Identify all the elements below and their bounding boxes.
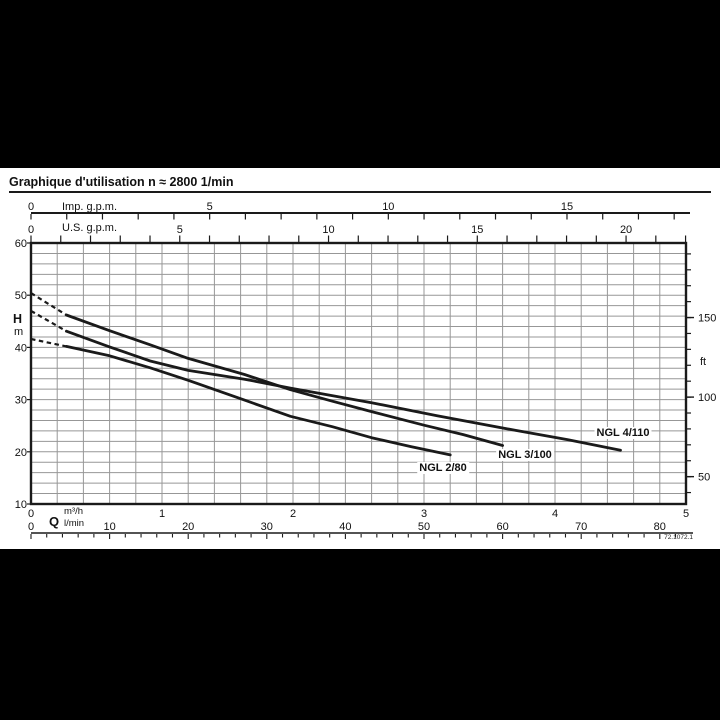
- curve-ngl-2-80: [30, 337, 452, 457]
- grid: [31, 243, 686, 504]
- curve-label-ngl-4-110: NGL 4/110: [594, 427, 652, 439]
- svg-text:10: 10: [382, 201, 394, 213]
- flow-axis-label: Q: [49, 514, 60, 529]
- svg-text:0: 0: [28, 508, 34, 520]
- svg-text:15: 15: [471, 224, 483, 236]
- imp-gpm-axis: 0 5 10 15: [28, 201, 690, 220]
- svg-text:2: 2: [290, 508, 296, 520]
- svg-text:1: 1: [159, 508, 165, 520]
- m3h-axis: 0 1 2 3 4 5: [28, 508, 689, 520]
- svg-text:30: 30: [261, 521, 273, 533]
- head-m-axis: 10 20 30 40 50 60: [15, 238, 31, 511]
- us-gpm-axis: 0 5 10 15 20: [28, 224, 687, 242]
- svg-text:10: 10: [322, 224, 334, 236]
- svg-text:150: 150: [698, 313, 716, 325]
- svg-text:0: 0: [28, 201, 34, 213]
- svg-text:5: 5: [207, 201, 213, 213]
- curve-label-ngl-3-100: NGL 3/100: [496, 449, 554, 461]
- title-underline: [9, 191, 711, 193]
- curve-label-ngl-2-80: NGL 2/80: [417, 462, 469, 474]
- svg-text:40: 40: [339, 521, 351, 533]
- svg-text:10: 10: [103, 521, 115, 533]
- head-axis-label: H: [13, 312, 23, 326]
- lmin-axis: 0 10 20 30 40 50 60 70 80: [28, 521, 693, 539]
- svg-text:20: 20: [15, 447, 27, 459]
- plot-border: [29, 241, 688, 506]
- svg-text:60: 60: [496, 521, 508, 533]
- ft-axis-label: ft: [700, 356, 707, 368]
- us-gpm-axis-label: U.S. g.p.m.: [62, 222, 118, 234]
- head-axis-unit: m: [14, 326, 24, 338]
- svg-text:0: 0: [28, 224, 34, 236]
- svg-text:5: 5: [177, 224, 183, 236]
- flow-unit-lmin: l/min: [64, 518, 85, 529]
- svg-text:50: 50: [15, 290, 27, 302]
- svg-text:0: 0: [28, 521, 34, 533]
- curve-ngl-3-100: [30, 292, 505, 447]
- svg-text:70: 70: [575, 521, 587, 533]
- imp-gpm-axis-label: Imp. g.p.m.: [62, 201, 118, 213]
- svg-text:4: 4: [552, 508, 558, 520]
- svg-text:3: 3: [421, 508, 427, 520]
- svg-text:100: 100: [698, 392, 716, 404]
- svg-text:50: 50: [698, 472, 710, 484]
- svg-text:30: 30: [15, 395, 27, 407]
- page-title: Graphique d'utilisation n ≈ 2800 1/min: [9, 175, 234, 189]
- curve-ngl-4-110: [30, 309, 622, 452]
- svg-text:20: 20: [182, 521, 194, 533]
- svg-text:50: 50: [418, 521, 430, 533]
- svg-text:60: 60: [15, 238, 27, 250]
- svg-text:15: 15: [561, 201, 573, 213]
- ft-axis: 50 100 150: [686, 253, 716, 494]
- svg-text:80: 80: [654, 521, 666, 533]
- flow-unit-m3h: m³/h: [64, 506, 83, 517]
- document-number: 72.1072.1: [664, 534, 693, 541]
- svg-text:5: 5: [683, 508, 689, 520]
- svg-text:40: 40: [15, 342, 27, 354]
- svg-text:10: 10: [15, 499, 27, 511]
- svg-text:20: 20: [620, 224, 632, 236]
